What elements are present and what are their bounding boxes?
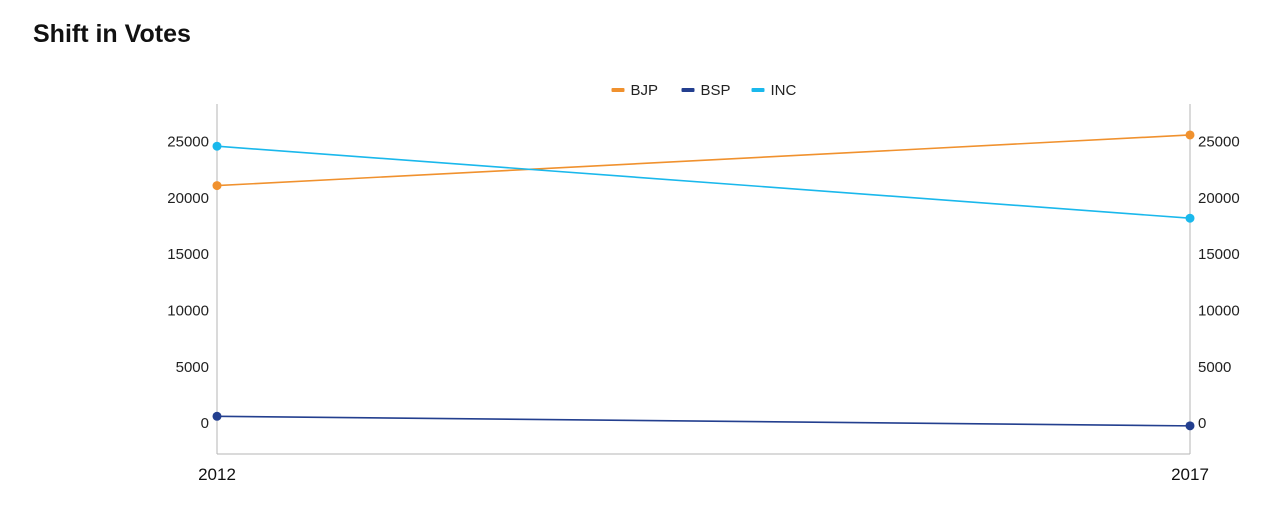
legend-swatch-bsp [681, 88, 695, 92]
legend-item-bsp[interactable]: BSP [681, 82, 731, 99]
y-tick-label-left: 10000 [167, 303, 209, 320]
x-tick-label: 2017 [1171, 465, 1209, 484]
data-point-inc[interactable] [212, 141, 222, 151]
x-axis-labels: 2012 2017 [198, 465, 1209, 484]
legend-swatch-bjp [611, 88, 625, 92]
y-tick-label-right: 15000 [1198, 246, 1240, 263]
y-tick-label-right: 25000 [1198, 134, 1240, 151]
series-line-bsp[interactable] [216, 415, 1191, 427]
y-axis-right-ticks: 0 5000 10000 15000 20000 25000 [1198, 134, 1240, 432]
legend[interactable]: BJP BSP INC [611, 82, 797, 99]
legend-label-bsp: BSP [701, 82, 731, 99]
chart-axes [216, 104, 1191, 455]
y-tick-label-left: 0 [201, 415, 209, 432]
data-point-bsp[interactable] [1185, 421, 1195, 431]
series-points [212, 130, 1195, 431]
data-point-inc[interactable] [1185, 213, 1195, 223]
legend-label-inc: INC [771, 82, 797, 99]
y-tick-label-left: 5000 [176, 359, 209, 376]
chart-title: Shift in Votes [33, 20, 191, 48]
legend-swatch-inc [751, 88, 765, 92]
y-tick-label-right: 0 [1198, 415, 1206, 432]
y-tick-label-right: 20000 [1198, 190, 1240, 207]
data-point-bjp[interactable] [1185, 130, 1195, 140]
legend-item-inc[interactable]: INC [751, 82, 797, 99]
legend-item-bjp[interactable]: BJP [611, 82, 659, 99]
series-lines [216, 134, 1191, 427]
y-tick-label-left: 15000 [167, 246, 209, 263]
data-point-bjp[interactable] [212, 181, 222, 191]
data-point-bsp[interactable] [212, 411, 222, 421]
y-tick-label-left: 25000 [167, 134, 209, 151]
y-tick-label-right: 5000 [1198, 359, 1231, 376]
y-tick-label-left: 20000 [167, 190, 209, 207]
series-line-inc[interactable] [216, 145, 1191, 220]
y-tick-label-right: 10000 [1198, 303, 1240, 320]
x-tick-label: 2012 [198, 465, 236, 484]
legend-label-bjp: BJP [631, 82, 659, 99]
y-axis-left-ticks: 0 5000 10000 15000 20000 25000 [167, 134, 209, 432]
series-line-bjp[interactable] [216, 134, 1191, 187]
